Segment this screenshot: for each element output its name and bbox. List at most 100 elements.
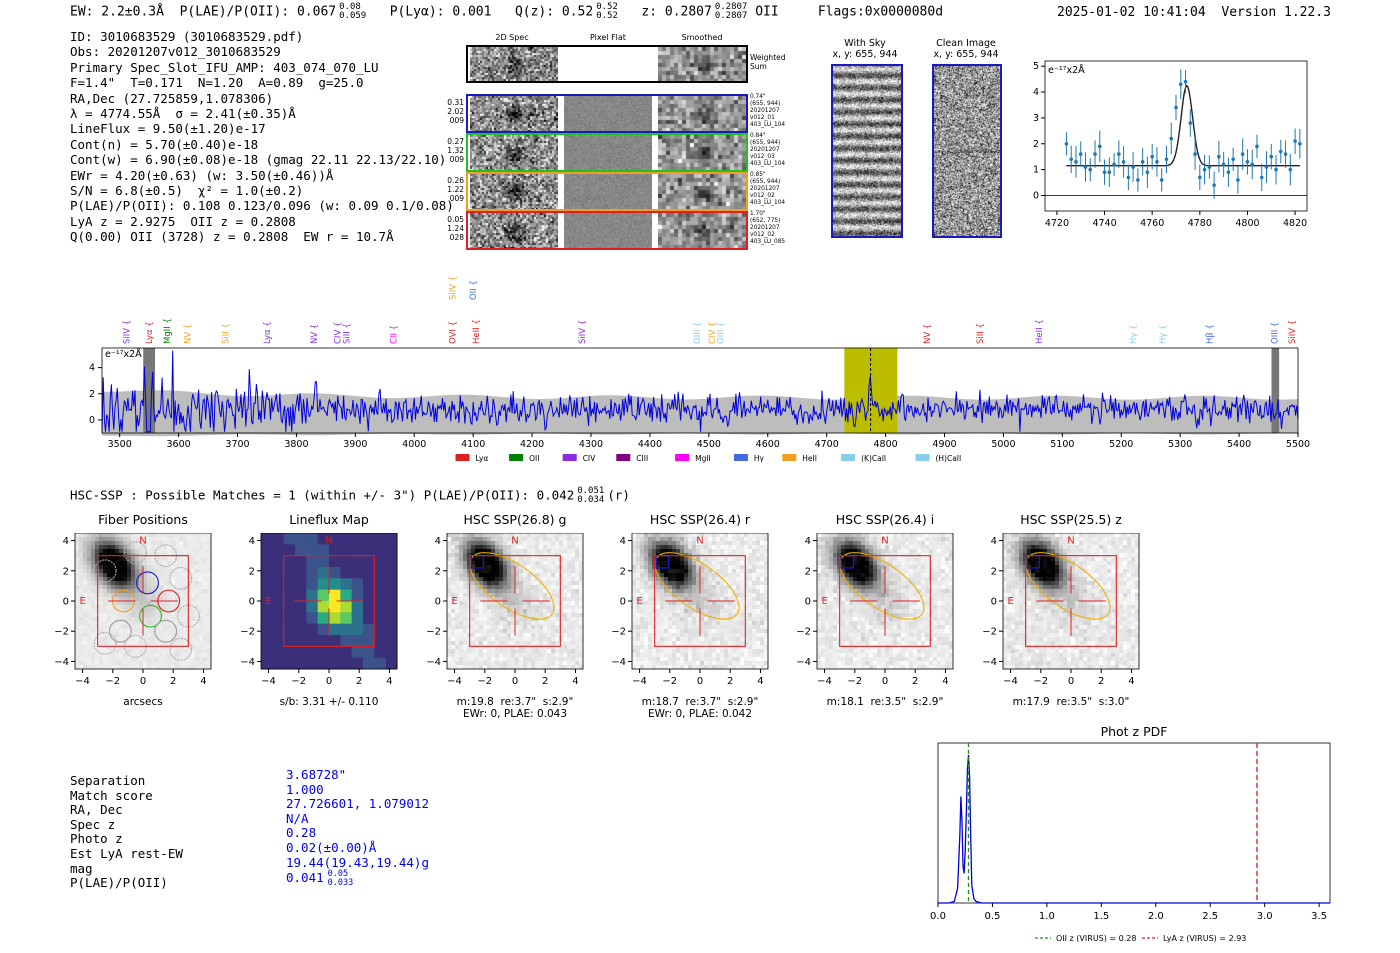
weighted-sum-label: Weighted Sum (750, 53, 786, 71)
hsc-pixel (519, 601, 524, 606)
hsc-pixel (877, 581, 882, 586)
hsc-pixel (865, 589, 870, 594)
hsc-pixel (455, 617, 460, 622)
hsc-pixel (547, 653, 552, 658)
hsc-pixel (937, 609, 942, 614)
hsc-pixel (676, 585, 681, 590)
hsc-pixel (845, 557, 850, 562)
hsc-pixel (147, 613, 152, 618)
hsc-pixel (475, 577, 480, 582)
hsc-pixel (519, 657, 524, 662)
hsc-pixel (760, 553, 765, 558)
hsc-pixel (135, 557, 140, 562)
hsc-pixel (748, 545, 753, 550)
hsc-pixel (857, 569, 862, 574)
hsc-pixel (849, 537, 854, 542)
zoom-data-point (1269, 154, 1274, 159)
hsc-pixel (764, 565, 769, 570)
hsc-pixel (483, 649, 488, 654)
hsc-pixel (175, 537, 180, 542)
hsc-pixel (684, 633, 689, 638)
hsc-pixel (467, 533, 472, 538)
hsc-pixel (664, 649, 669, 654)
hsc-pixel (159, 573, 164, 578)
hsc-pixel (463, 633, 468, 638)
hsc-header-lo: 0.034 (577, 495, 605, 505)
hsc-pixel (511, 625, 516, 630)
hsc-pixel (159, 605, 164, 610)
hsc-pixel (668, 665, 673, 670)
hsc-pixel (499, 645, 504, 650)
hsc-pixel (708, 609, 713, 614)
hsc-pixel (491, 645, 496, 650)
hsc-pixel (143, 537, 148, 542)
hsc-pixel (135, 581, 140, 586)
hsc-pixel (567, 633, 572, 638)
hsc-pixel (632, 533, 637, 538)
hsc-pixel (503, 653, 508, 658)
hsc-pixel (821, 641, 826, 646)
hsc-pixel (680, 653, 685, 658)
hsc-pixel (527, 629, 532, 634)
hsc-y-tick-label: 2 (63, 566, 69, 577)
hsc-pixel (873, 633, 878, 638)
hsc-pixel (676, 589, 681, 594)
hsc-pixel (187, 597, 192, 602)
hsc-pixel (151, 629, 156, 634)
hsc-pixel (507, 549, 512, 554)
hsc-pixel (575, 621, 580, 626)
hsc-pixel (704, 665, 709, 670)
hsc-pixel (499, 637, 504, 642)
hsc-pixel (901, 609, 906, 614)
zoom-data-point (1155, 160, 1159, 164)
hsc-pixel (195, 569, 200, 574)
hsc-pixel (103, 605, 108, 610)
hsc-pixel (849, 633, 854, 638)
hsc-pixel (905, 585, 910, 590)
hsc-pixel (463, 537, 468, 542)
hsc-pixel (451, 633, 456, 638)
hsc-pixel (833, 577, 838, 582)
hsc-pixel (495, 541, 500, 546)
hsc-pixel (575, 661, 580, 666)
hsc-pixel (941, 557, 946, 562)
hsc-pixel (575, 537, 580, 542)
hsc-pixel (479, 537, 484, 542)
hsc-pixel (917, 541, 922, 546)
hsc-pixel (329, 567, 341, 579)
hsc-pixel (941, 601, 946, 606)
hsc-pixel (527, 637, 532, 642)
hsc-pixel (163, 537, 168, 542)
hsc-x-tick-label: 4 (572, 676, 578, 687)
hsc-pixel (700, 665, 705, 670)
hsc-pixel (933, 545, 938, 550)
hsc-pixel (75, 629, 80, 634)
hsc-pixel (760, 533, 765, 538)
hsc-pixel (535, 653, 540, 658)
hsc-pixel (740, 573, 745, 578)
hsc-pixel (91, 581, 96, 586)
hsc-pixel (893, 633, 898, 638)
hsc-pixel (857, 629, 862, 634)
hsc-pixel (660, 557, 665, 562)
hsc-pixel (632, 621, 637, 626)
hsc-pixel (531, 613, 536, 618)
hsc-pixel (79, 537, 84, 542)
hsc-pixel (720, 609, 725, 614)
hsc-pixel (921, 569, 926, 574)
hsc-pixel (760, 661, 765, 666)
hsc-pixel (748, 541, 753, 546)
hsc-pixel (857, 565, 862, 570)
hsc-pixel (183, 577, 188, 582)
zoom-data-point (1136, 178, 1140, 182)
hsc-pixel (897, 613, 902, 618)
hsc-pixel (708, 597, 713, 602)
hsc-pixel (744, 545, 749, 550)
hsc-pixel (451, 573, 456, 578)
hsc-pixel (463, 645, 468, 650)
hsc-pixel (127, 581, 132, 586)
hsc-pixel (179, 545, 184, 550)
hsc-pixel (869, 637, 874, 642)
hsc-pixel (515, 645, 520, 650)
hsc-pixel (640, 641, 645, 646)
